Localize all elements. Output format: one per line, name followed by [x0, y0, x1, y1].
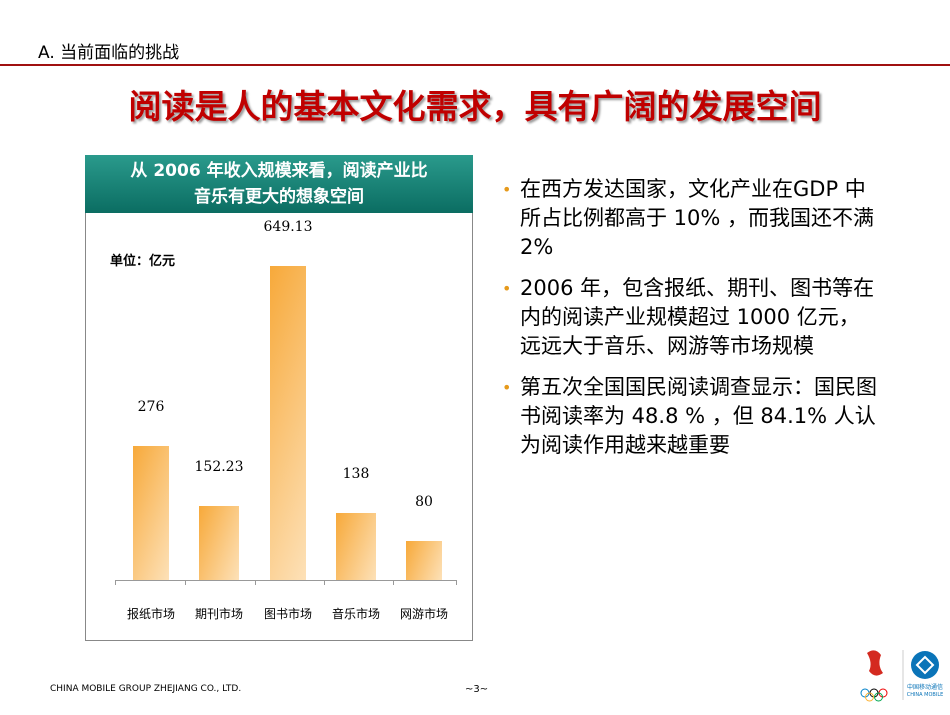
bullet-icon: • [502, 279, 512, 298]
bullet-icon: • [502, 378, 512, 397]
bullet-item: • 2006 年，包含报纸、期刊、图书等在内的阅读产业规模超过 1000 亿元，远… [500, 274, 880, 361]
bullet-text: 第五次全国国民阅读调查显示：国民图书阅读率为 48.8 % ，但 84.1% 人… [520, 375, 877, 457]
bullet-text: 在西方发达国家，文化产业在GDP 中所占比例都高于 10% ，而我国还不满 2% [520, 177, 875, 259]
olympic-china-mobile-logo: 中国移动通信 CHINA MOBILE [855, 645, 947, 711]
axis-tick [324, 580, 325, 585]
x-axis [115, 580, 456, 581]
value-label: 276 [137, 399, 165, 416]
value-label: 649.13 [263, 219, 313, 235]
bullet-item: • 第五次全国国民阅读调查显示：国民图书阅读率为 48.8 % ，但 84.1% … [500, 373, 880, 460]
slide-title: 阅读是人的基本文化需求，具有广阔的发展空间 [128, 87, 822, 126]
category-label: 期刊市场 [194, 607, 243, 621]
chart-header-line2: 音乐有更大的想象空间 [194, 187, 364, 207]
unit-label: 单位：亿元 [110, 254, 176, 269]
category-label: 音乐市场 [331, 607, 380, 621]
chart-header-line1: 从 2006 年收入规模来看，阅读产业比 [130, 161, 428, 181]
page-number: ~3~ [465, 684, 489, 695]
category-label: 网游市场 [399, 607, 448, 621]
section-label: A. 当前面临的挑战 [38, 43, 180, 63]
divider [0, 64, 950, 66]
axis-tick [456, 580, 457, 585]
bar-3 [336, 513, 376, 580]
bar-0 [133, 446, 169, 580]
axis-tick [115, 580, 116, 585]
category-label: 图书市场 [263, 607, 312, 621]
category-label: 报纸市场 [126, 607, 175, 621]
axis-tick [185, 580, 186, 585]
svg-text:CHINA MOBILE: CHINA MOBILE [907, 692, 944, 698]
bullet-text: 2006 年，包含报纸、期刊、图书等在内的阅读产业规模超过 1000 亿元，远远… [520, 276, 875, 358]
value-label: 138 [342, 466, 370, 483]
chart-header: 从 2006 年收入规模来看，阅读产业比 音乐有更大的想象空间 [85, 155, 473, 213]
bar-2 [270, 266, 306, 580]
axis-tick [255, 580, 256, 585]
bar-1 [199, 506, 239, 580]
footer-company: CHINA MOBILE GROUP ZHEJIANG CO., LTD. [50, 684, 242, 694]
bullet-item: • 在西方发达国家，文化产业在GDP 中所占比例都高于 10% ，而我国还不满 2… [500, 175, 880, 262]
axis-tick [393, 580, 394, 585]
value-label: 80 [415, 494, 433, 511]
svg-text:中国移动通信: 中国移动通信 [907, 683, 943, 691]
bullet-list: • 在西方发达国家，文化产业在GDP 中所占比例都高于 10% ，而我国还不满 2… [500, 175, 880, 472]
bullet-icon: • [502, 180, 512, 199]
bar-4 [406, 541, 442, 580]
value-label: 152.23 [194, 459, 244, 476]
